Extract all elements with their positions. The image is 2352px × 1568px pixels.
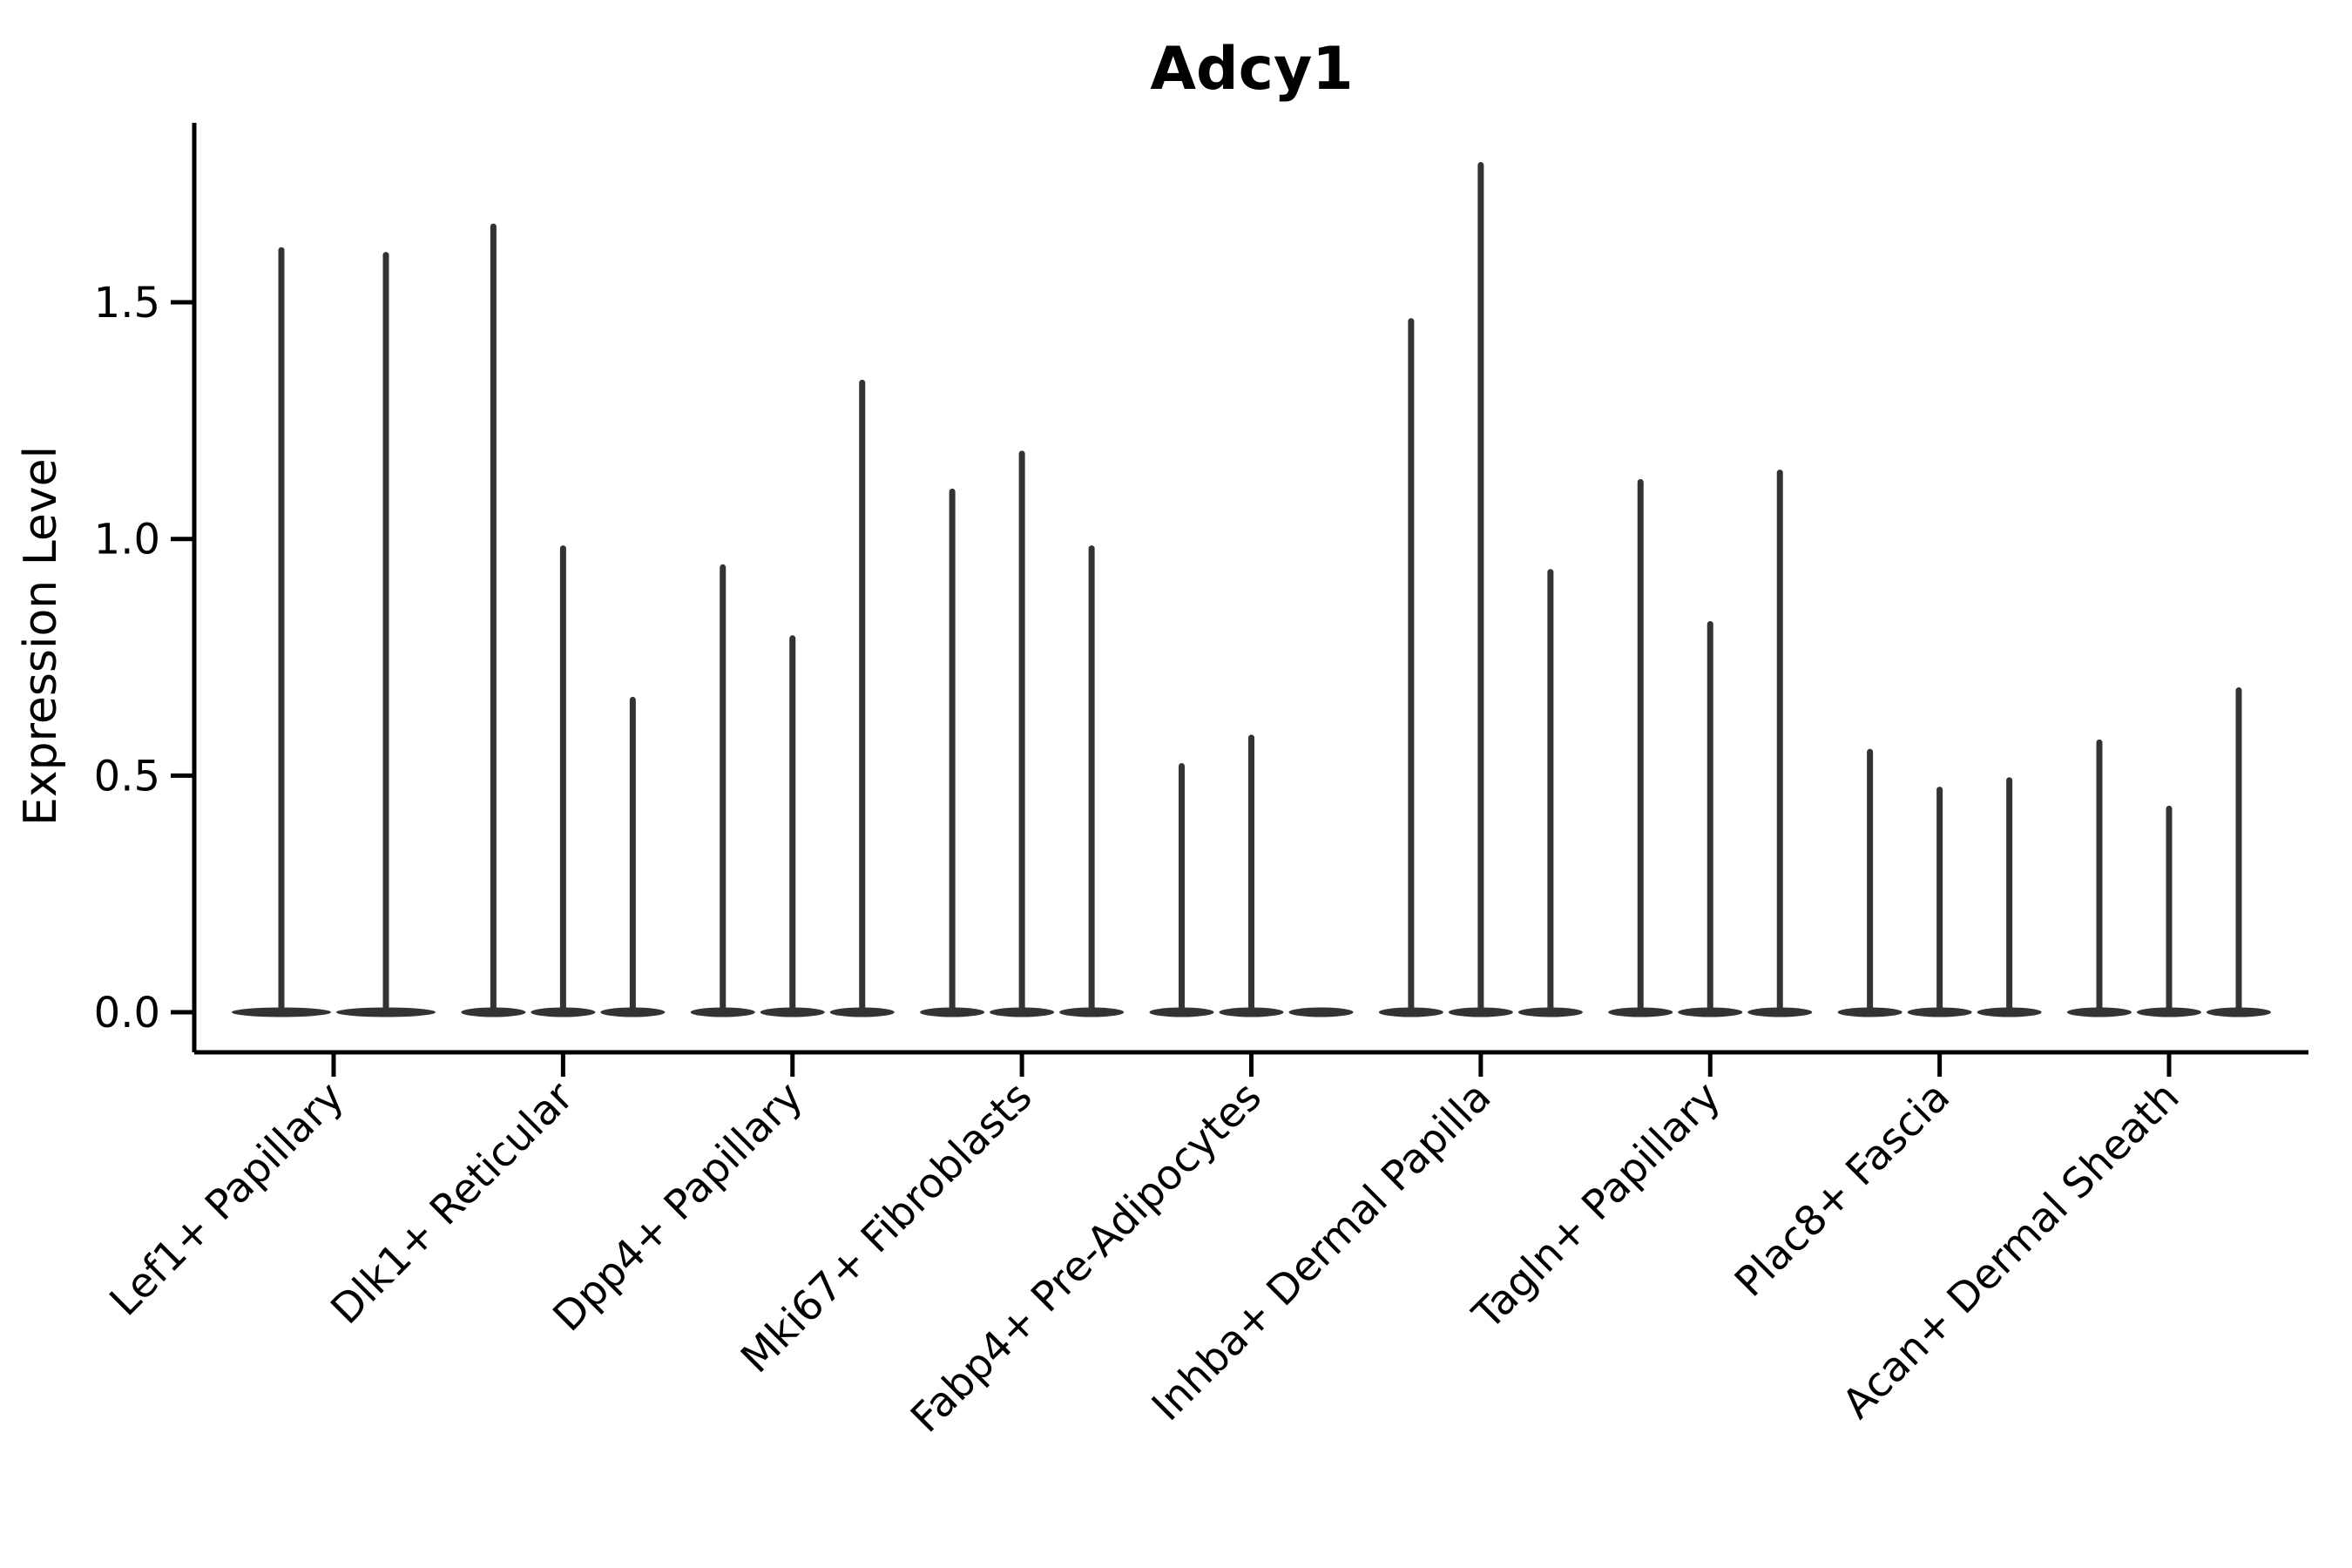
- y-tick-label: 0.5: [94, 752, 160, 801]
- x-category-label: Plac8+ Fascia: [1726, 1073, 1959, 1307]
- x-category-label: Lef1+ Papillary: [101, 1073, 354, 1326]
- y-axis-tick-labels: 0.0 0.5 1.0 1.5: [94, 279, 160, 1037]
- x-axis-tick-marks: [331, 1052, 2172, 1077]
- y-tick-label: 1.5: [94, 279, 160, 328]
- x-category-label: Dlk1+ Reticular: [321, 1072, 583, 1334]
- x-category-label: Dpp4+ Papillary: [544, 1073, 813, 1342]
- y-tick-label: 0.0: [94, 989, 160, 1037]
- violin-zero-density: [1288, 1007, 1354, 1017]
- y-tick-label: 1.0: [94, 516, 160, 564]
- chart-title: Adcy1: [1150, 35, 1353, 104]
- x-category-label: Tagln+ Papillary: [1463, 1073, 1730, 1340]
- violins: [232, 161, 2271, 1017]
- y-axis-label: Expression Level: [15, 446, 67, 826]
- y-axis-tick-marks: [171, 300, 194, 1015]
